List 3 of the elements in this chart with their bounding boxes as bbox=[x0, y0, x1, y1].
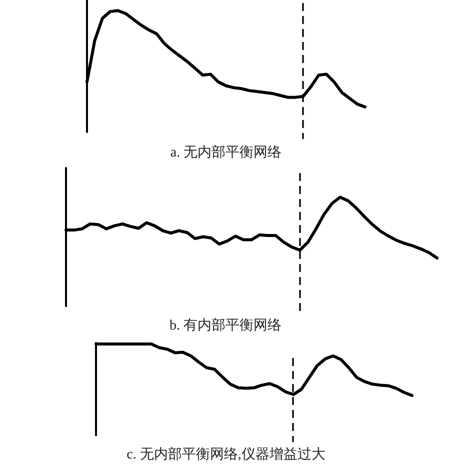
x-axis-title: b. 有内部平衡网络 bbox=[170, 318, 282, 334]
x-axis-title: a. 无内部平衡网络 bbox=[170, 144, 282, 160]
x-axis-title: c. 无内部平衡网络,仪器增益过大 bbox=[126, 446, 326, 462]
